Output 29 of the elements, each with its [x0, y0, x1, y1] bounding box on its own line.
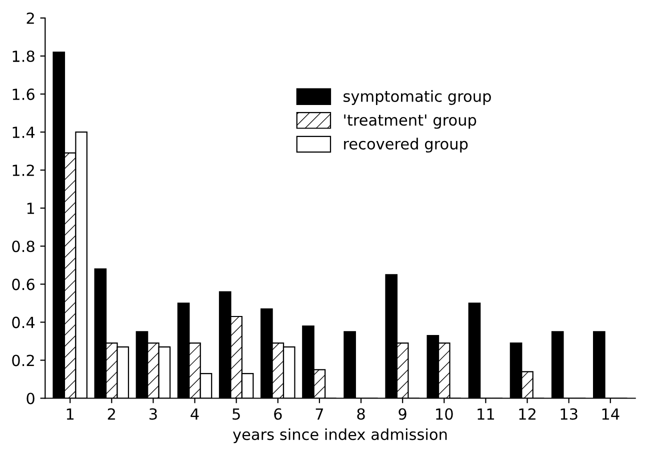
x-tick-label: 11	[478, 408, 494, 420]
y-tick-label: 0.2	[12, 354, 34, 366]
y-tick-label: 0.4	[12, 316, 35, 328]
x-tick-label: 3	[150, 408, 157, 420]
y-tick-label: 0.6	[12, 278, 34, 290]
x-tick-label: 6	[274, 408, 282, 420]
x-tick-label: 14	[602, 408, 620, 420]
y-tick-label: 1.8	[12, 50, 34, 62]
y-tick-label: 2	[26, 12, 34, 24]
x-tick-label: 13	[560, 408, 578, 420]
y-tick-label: 1	[27, 202, 34, 214]
x-tick-label: 10	[436, 408, 453, 420]
legend-label: 'treatment' group	[344, 114, 476, 129]
y-tick-label: 1.2	[12, 164, 34, 176]
x-tick-label: 12	[519, 408, 536, 420]
y-tick-label: 0	[26, 392, 34, 404]
x-axis-title: years since index admission	[232, 428, 447, 444]
y-tick-label: 1.4	[12, 126, 35, 138]
legend-label: symptomatic group	[344, 90, 491, 105]
legend-label: recovered group	[344, 138, 468, 153]
x-tick-label: 8	[357, 408, 365, 420]
x-tick-label: 4	[190, 408, 199, 420]
y-tick-label: 1.6	[12, 88, 34, 100]
y-tick-label: 0.8	[12, 240, 34, 252]
x-tick-label: 7	[316, 408, 324, 420]
x-tick-label: 2	[108, 408, 115, 420]
x-tick-label: 9	[398, 408, 406, 420]
x-tick-label: 5	[232, 408, 240, 420]
x-tick-label: 1	[66, 408, 74, 420]
